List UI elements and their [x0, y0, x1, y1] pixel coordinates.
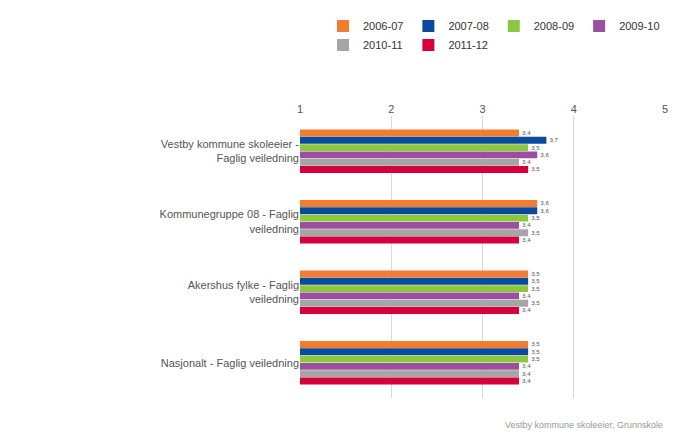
svg-text:3,4: 3,4 — [522, 306, 531, 313]
svg-text:3,6: 3,6 — [540, 151, 549, 158]
svg-text:3,5: 3,5 — [531, 299, 540, 306]
svg-text:2010-11: 2010-11 — [363, 39, 403, 51]
svg-text:3,5: 3,5 — [531, 277, 540, 284]
svg-text:3: 3 — [479, 103, 485, 115]
svg-text:3,5: 3,5 — [531, 270, 540, 277]
svg-text:Vestby kommune skoleeier -Fagl: Vestby kommune skoleeier -Faglig veiledn… — [161, 138, 300, 164]
svg-text:4: 4 — [571, 103, 577, 115]
svg-text:Nasjonalt - Faglig veiledning: Nasjonalt - Faglig veiledning — [161, 357, 299, 369]
svg-text:3,5: 3,5 — [531, 144, 540, 151]
svg-text:5: 5 — [662, 103, 668, 115]
svg-text:2006-07: 2006-07 — [363, 20, 403, 32]
svg-text:3,6: 3,6 — [540, 199, 549, 206]
svg-text:3,4: 3,4 — [522, 362, 531, 369]
svg-text:3,5: 3,5 — [531, 229, 540, 236]
svg-text:2011-12: 2011-12 — [448, 39, 488, 51]
svg-text:3,4: 3,4 — [522, 158, 531, 165]
svg-text:2008-09: 2008-09 — [534, 20, 574, 32]
svg-text:3,5: 3,5 — [531, 355, 540, 362]
svg-text:3,4: 3,4 — [522, 236, 531, 243]
svg-text:3,5: 3,5 — [531, 165, 540, 172]
svg-text:1: 1 — [297, 103, 303, 115]
svg-text:3,4: 3,4 — [522, 221, 531, 228]
svg-text:3,5: 3,5 — [531, 348, 540, 355]
svg-text:3,4: 3,4 — [522, 129, 531, 136]
svg-text:Akershus fylke - Fagligveiledn: Akershus fylke - Fagligveiledning — [188, 279, 299, 305]
svg-text:2009-10: 2009-10 — [619, 20, 659, 32]
svg-text:3,5: 3,5 — [531, 285, 540, 292]
svg-text:3,5: 3,5 — [531, 214, 540, 221]
svg-text:2: 2 — [388, 103, 394, 115]
svg-text:3,4: 3,4 — [522, 370, 531, 377]
svg-text:3,4: 3,4 — [522, 377, 531, 384]
svg-text:3,7: 3,7 — [549, 136, 558, 143]
svg-text:3,4: 3,4 — [522, 292, 531, 299]
svg-text:2007-08: 2007-08 — [448, 20, 488, 32]
svg-text:3,5: 3,5 — [531, 340, 540, 347]
svg-text:Kommunegruppe 08 - Fagligveile: Kommunegruppe 08 - Fagligveiledning — [160, 208, 299, 234]
svg-text:Vestby kommune skoleeier, Grun: Vestby kommune skoleeier, Grunnskole — [505, 420, 663, 430]
svg-text:3,6: 3,6 — [540, 207, 549, 214]
